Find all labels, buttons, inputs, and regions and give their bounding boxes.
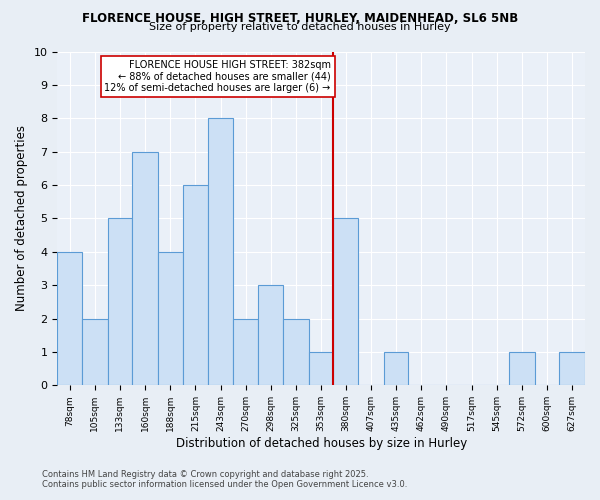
Bar [182, 185, 208, 386]
Bar [208, 118, 233, 386]
Text: FLORENCE HOUSE HIGH STREET: 382sqm
← 88% of detached houses are smaller (44)
12%: FLORENCE HOUSE HIGH STREET: 382sqm ← 88%… [104, 60, 331, 93]
Text: Contains HM Land Registry data © Crown copyright and database right 2025.
Contai: Contains HM Land Registry data © Crown c… [42, 470, 407, 489]
Text: Size of property relative to detached houses in Hurley: Size of property relative to detached ho… [149, 22, 451, 32]
Bar [82, 318, 107, 386]
Bar [283, 318, 309, 386]
Bar [509, 352, 535, 386]
Bar [259, 285, 283, 386]
Bar [107, 218, 132, 386]
Bar [309, 352, 334, 386]
Bar [158, 252, 182, 386]
Bar [334, 218, 358, 386]
Bar [233, 318, 259, 386]
X-axis label: Distribution of detached houses by size in Hurley: Distribution of detached houses by size … [176, 437, 467, 450]
Y-axis label: Number of detached properties: Number of detached properties [15, 126, 28, 312]
Text: FLORENCE HOUSE, HIGH STREET, HURLEY, MAIDENHEAD, SL6 5NB: FLORENCE HOUSE, HIGH STREET, HURLEY, MAI… [82, 12, 518, 26]
Bar [384, 352, 409, 386]
Bar [57, 252, 82, 386]
Bar [132, 152, 158, 386]
Bar [559, 352, 585, 386]
